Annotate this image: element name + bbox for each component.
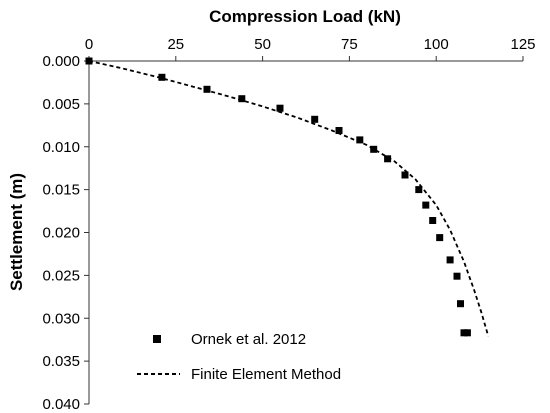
data-point xyxy=(85,57,93,65)
y-tick-label: 0.035 xyxy=(42,353,80,370)
data-point xyxy=(401,171,409,179)
fem-line xyxy=(88,60,490,337)
data-point xyxy=(238,95,246,103)
x-tick-label: 125 xyxy=(510,36,535,53)
x-tick-label: 0 xyxy=(85,36,93,53)
data-point xyxy=(356,136,364,144)
y-tick-label: 0.000 xyxy=(42,53,80,70)
y-tick-label: 0.025 xyxy=(42,267,80,284)
legend-label-fem: Finite Element Method xyxy=(191,366,341,383)
x-tick-label: 25 xyxy=(167,36,184,53)
x-tick-label: 75 xyxy=(341,36,358,53)
axes xyxy=(88,60,523,404)
data-point xyxy=(384,155,392,163)
data-point xyxy=(429,217,437,224)
data-point xyxy=(311,115,319,123)
x-axis-title: Compression Load (kN) xyxy=(209,7,401,26)
y-tick-label: 0.005 xyxy=(42,96,80,113)
y-tick-label: 0.015 xyxy=(42,182,80,199)
y-tick-label: 0.030 xyxy=(42,310,80,327)
data-point xyxy=(370,145,378,153)
x-tick-label: 100 xyxy=(424,36,449,53)
x-axis-ticks: 0 25 50 75 100 125 xyxy=(85,36,536,61)
legend-marker-ornek xyxy=(153,335,161,343)
data-point xyxy=(436,234,444,242)
data-point xyxy=(463,329,471,337)
data-point xyxy=(446,256,454,264)
data-point xyxy=(203,85,211,93)
data-point xyxy=(453,272,461,280)
data-point xyxy=(415,186,423,194)
y-tick-label: 0.010 xyxy=(42,139,80,156)
y-axis-title: Settlement (m) xyxy=(7,173,26,291)
y-axis-ticks: 0.000 0.005 0.010 0.015 0.020 0.025 0.030 0.035… xyxy=(42,53,89,413)
data-point xyxy=(422,201,430,209)
x-tick-label: 50 xyxy=(254,36,271,53)
ornek-series xyxy=(85,57,471,337)
legend: Ornek et al. 2012 Finite Element Method xyxy=(137,331,341,383)
y-tick-label: 0.020 xyxy=(42,225,80,242)
y-tick-label: 0.040 xyxy=(42,396,80,413)
legend-label-ornek: Ornek et al. 2012 xyxy=(191,331,306,348)
data-point xyxy=(457,300,464,308)
data-point xyxy=(335,127,343,134)
data-point xyxy=(158,73,166,81)
fem-series xyxy=(88,60,490,337)
data-point xyxy=(276,104,284,112)
